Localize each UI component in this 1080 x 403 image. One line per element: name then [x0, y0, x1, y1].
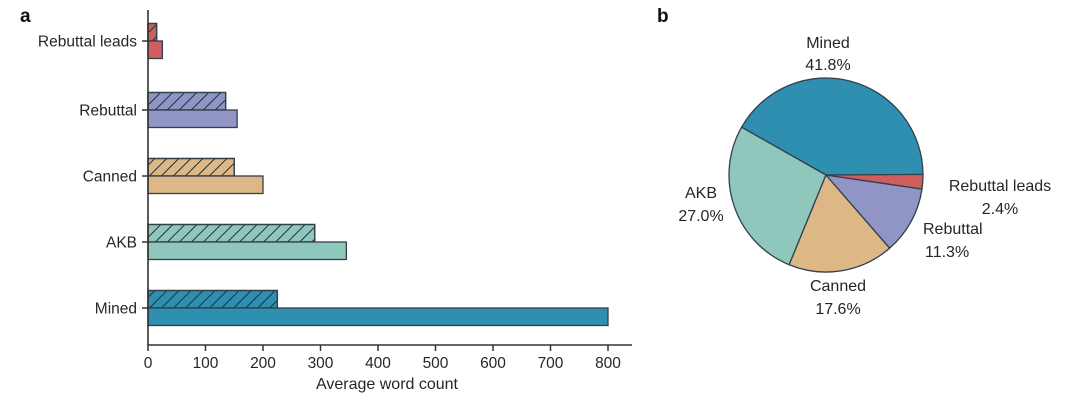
x-tick-label-400: 400	[365, 355, 391, 372]
pie-label-rebuttal: Rebuttal	[923, 221, 983, 238]
category-label-rebuttal: Rebuttal	[79, 103, 137, 120]
pie-slice-mined	[740, 77, 924, 176]
pie-label-rebuttal-leads-percent: 2.4%	[982, 201, 1018, 218]
bar-rebuttal-leads-solid	[147, 40, 164, 60]
pie-label-rebuttal-leads: Rebuttal leads	[949, 178, 1051, 195]
bar-rebuttal-leads-hatch-overlay	[147, 22, 158, 42]
category-label-rebuttal-leads: Rebuttal leads	[38, 34, 137, 51]
bar-chart: Rebuttal leads Rebuttal Canned AKB Mined 0 100…	[38, 10, 632, 393]
category-label-canned: Canned	[83, 169, 137, 186]
pie-label-akb: AKB	[685, 185, 717, 202]
bar-mined-hatch-overlay	[147, 289, 279, 309]
bar-rebuttal-hatch-overlay	[147, 91, 227, 111]
pie-label-rebuttal-percent: 11.3%	[925, 244, 969, 261]
x-tick-label-500: 500	[423, 355, 449, 372]
x-tick-label-100: 100	[193, 355, 219, 372]
pie-chart: Mined 41.8% AKB 27.0% Canned 17.6% Rebuttal 11.…	[678, 35, 1051, 318]
pie-slice-akb	[728, 126, 827, 266]
category-label-akb: AKB	[106, 235, 137, 252]
x-tick-label-200: 200	[250, 355, 276, 372]
x-tick-label-800: 800	[595, 355, 621, 372]
x-tick-label-300: 300	[308, 355, 334, 372]
bar-canned-hatch-overlay	[147, 157, 235, 177]
pie-label-akb-percent: 27.0%	[678, 208, 723, 225]
x-axis-title: Average word count	[316, 376, 459, 393]
bar-mined-solid	[147, 307, 609, 327]
x-tick-label-600: 600	[480, 355, 506, 372]
bar-rebuttal-solid	[147, 109, 238, 129]
panel-b-label: b	[657, 6, 669, 27]
pie-label-canned: Canned	[810, 278, 866, 295]
panel-a-label: a	[20, 6, 31, 27]
x-tick-label-0: 0	[144, 355, 153, 372]
pie-slice-canned	[788, 174, 891, 273]
bar-akb-hatch-overlay	[147, 223, 316, 243]
bar-canned-solid	[147, 175, 264, 195]
x-tick-label-700: 700	[538, 355, 564, 372]
pie-slice-rebuttal-leads	[825, 173, 924, 190]
pie-label-canned-percent: 17.6%	[815, 301, 860, 318]
pie-label-mined: Mined	[806, 35, 850, 52]
bar-akb-solid	[147, 241, 348, 261]
category-label-mined: Mined	[95, 301, 137, 318]
pie-label-mined-percent: 41.8%	[805, 57, 850, 74]
pie-slice-rebuttal	[825, 174, 923, 249]
